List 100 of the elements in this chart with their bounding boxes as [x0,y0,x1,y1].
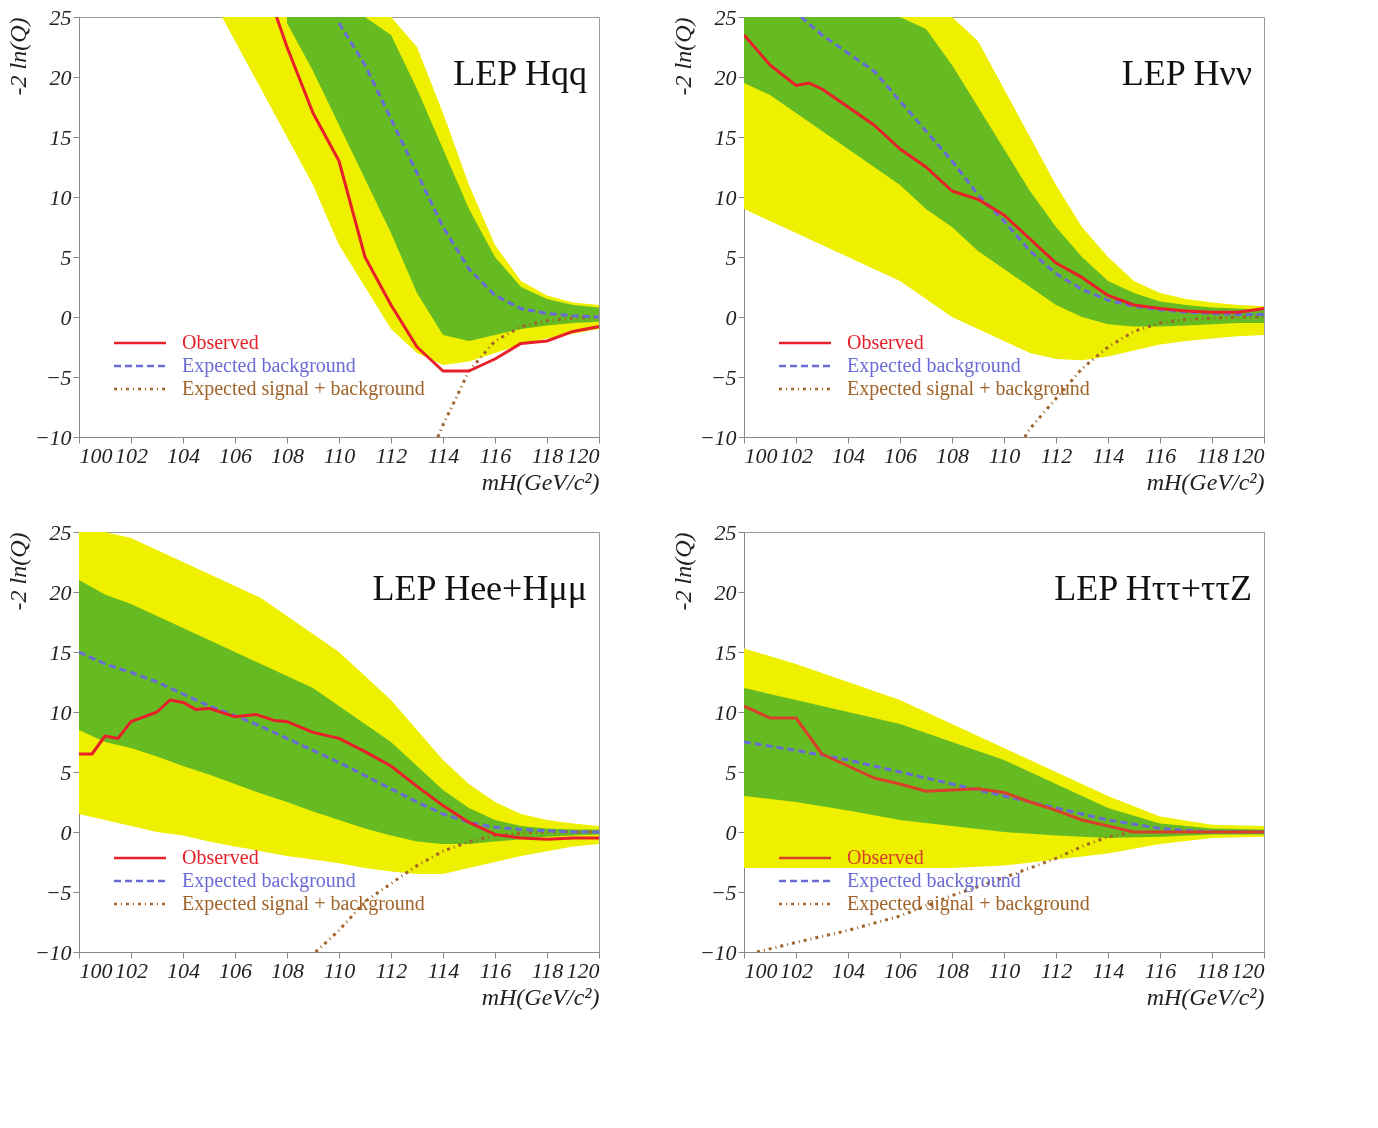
y-tick-label: 0 [725,304,737,330]
x-tick-label: 112 [375,442,408,468]
y-tick-label: 5 [60,759,72,785]
x-tick-label: 104 [167,442,200,468]
y-tick-label: 10 [49,184,72,210]
y-tick-label: 0 [60,819,72,845]
x-tick-label: 118 [1196,957,1229,983]
x-tick-label: 100 [744,442,778,468]
x-tick-label: 104 [167,957,200,983]
legend-label: Expected signal + background [847,892,1090,915]
y-tick-label: 15 [49,639,72,665]
x-tick-label: 102 [115,957,148,983]
x-tick-label: 104 [832,442,865,468]
y-tick-label: −5 [710,364,737,390]
y-axis-title: -2 ln(Q) [4,532,31,611]
x-tick-label: 102 [115,442,148,468]
y-tick-label: 15 [714,639,737,665]
legend-label: Observed [847,331,924,353]
y-tick-label: 5 [60,244,72,270]
x-tick-label: 116 [479,442,512,468]
x-tick-label: 106 [219,957,252,983]
line-series [436,315,599,437]
y-tick-label: −5 [710,879,737,905]
x-tick-label: 100 [79,957,113,983]
y-tick-label: 5 [725,759,737,785]
annotation: LEP Hqq [453,53,587,93]
x-tick-label: 120 [566,957,600,983]
x-tick-label: 108 [271,957,304,983]
legend-label: Observed [182,846,259,868]
x-tick-label: 114 [1092,442,1125,468]
y-tick-label: 20 [714,579,737,605]
x-tick-label: 118 [531,957,564,983]
y-tick-label: 15 [714,124,737,150]
y-tick-label: −10 [34,424,72,450]
y-tick-label: −10 [34,939,72,965]
x-tick-label: 104 [832,957,865,983]
annotation: LEP Hνν [1121,53,1252,93]
x-tick-label: 120 [566,442,600,468]
y-tick-label: 25 [714,4,737,30]
y-tick-label: 15 [49,124,72,150]
x-tick-label: 108 [271,442,304,468]
y-tick-label: −10 [699,424,737,450]
x-tick-label: 110 [988,442,1021,468]
x-axis-title: mH(GeV/c²) [1146,983,1265,1010]
x-tick-label: 120 [1231,442,1265,468]
y-tick-label: −5 [45,879,72,905]
y-tick-label: 5 [725,244,737,270]
y-tick-label: 10 [49,699,72,725]
x-tick-label: 114 [427,442,460,468]
x-tick-label: 110 [323,442,356,468]
legend-label: Observed [182,331,259,353]
y-tick-label: 25 [714,519,737,545]
y-tick-label: −10 [699,939,737,965]
x-tick-label: 114 [427,957,460,983]
legend-label: Expected signal + background [182,892,425,915]
y-tick-label: 0 [60,304,72,330]
x-tick-label: 106 [884,957,917,983]
line-series [79,698,599,841]
y-tick-label: 25 [49,4,72,30]
x-tick-label: 110 [988,957,1021,983]
y-tick-label: −5 [45,364,72,390]
annotation: LEP Hee+Hμμ [372,568,587,608]
x-tick-label: 118 [1196,442,1229,468]
y-tick-label: 0 [725,819,737,845]
legend-label: Expected signal + background [182,377,425,400]
annotation: LEP Hττ+ττZ [1054,568,1252,608]
x-tick-label: 102 [780,442,813,468]
x-tick-label: 116 [1144,442,1177,468]
x-tick-label: 116 [1144,957,1177,983]
x-tick-label: 112 [375,957,408,983]
y-axis-title: -2 ln(Q) [669,17,696,96]
y-tick-label: 20 [49,64,72,90]
x-axis-title: mH(GeV/c²) [1146,468,1265,495]
line-series [337,21,599,319]
x-tick-label: 114 [1092,957,1125,983]
legend-label: Expected signal + background [847,377,1090,400]
x-tick-label: 112 [1040,442,1073,468]
y-tick-label: 25 [49,519,72,545]
x-tick-label: 108 [936,442,969,468]
x-axis-title: mH(GeV/c²) [481,983,600,1010]
y-axis-title: -2 ln(Q) [669,532,696,611]
x-tick-label: 108 [936,957,969,983]
y-tick-label: 20 [49,579,72,605]
legend-label: Observed [847,846,924,868]
x-tick-label: 100 [744,957,778,983]
y-tick-label: 10 [714,699,737,725]
x-tick-label: 106 [884,442,917,468]
line-series [79,650,599,834]
x-tick-label: 116 [479,957,512,983]
x-tick-label: 112 [1040,957,1073,983]
x-tick-label: 106 [219,442,252,468]
legend-label: Expected background [847,354,1021,377]
y-tick-label: 10 [714,184,737,210]
x-tick-label: 100 [79,442,113,468]
legend-label: Expected background [182,354,356,377]
x-axis-title: mH(GeV/c²) [481,468,600,495]
x-tick-label: 102 [780,957,813,983]
x-tick-label: 120 [1231,957,1265,983]
y-tick-label: 20 [714,64,737,90]
legend-label: Expected background [182,869,356,892]
